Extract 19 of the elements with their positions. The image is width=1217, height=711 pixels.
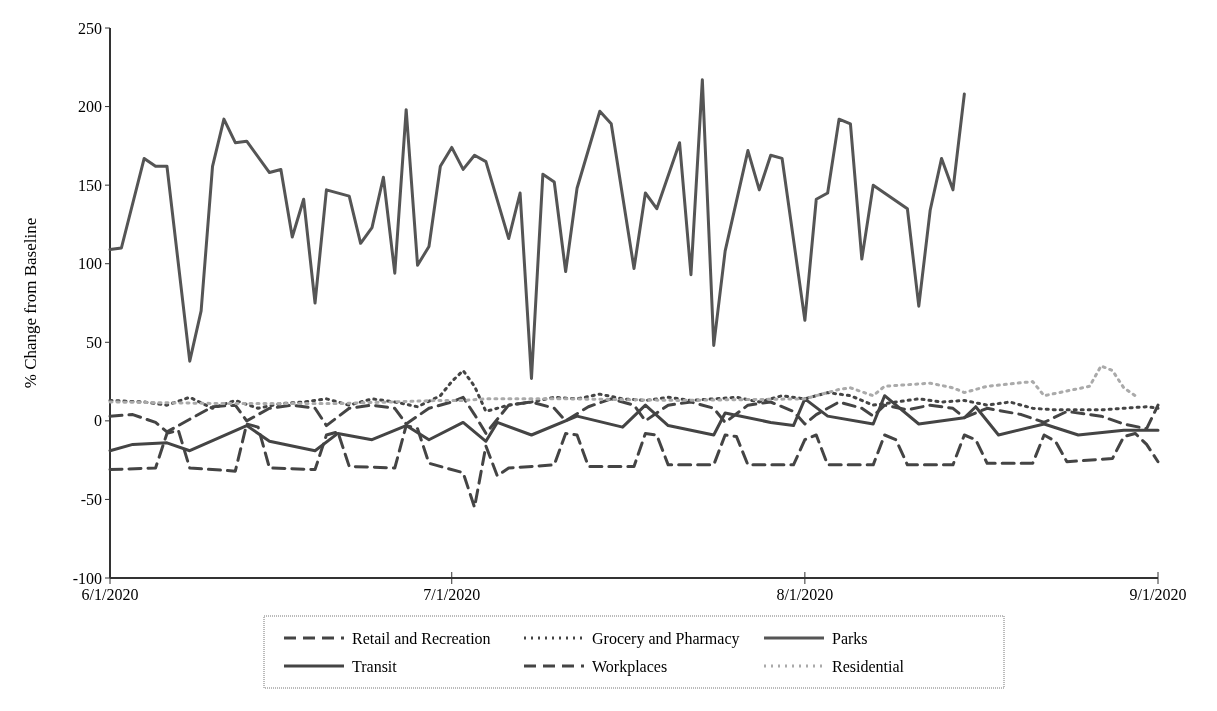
x-tick-label: 8/1/2020 [776, 586, 834, 603]
y-tick-label: -100 [72, 569, 102, 587]
y-tick-label: -50 [80, 491, 102, 509]
y-tick-label: 150 [78, 176, 102, 194]
legend-label: Grocery and Pharmacy [592, 629, 740, 648]
x-tick-label: 7/1/2020 [423, 586, 481, 603]
legend-label: Residential [832, 657, 905, 675]
legend-label: Transit [352, 657, 398, 675]
y-tick-label: 250 [78, 19, 102, 37]
legend-label: Parks [832, 629, 868, 647]
x-tick-label: 6/1/2020 [81, 586, 139, 603]
x-tick-label: 9/1/2020 [1129, 586, 1187, 603]
legend-label: Workplaces [592, 657, 668, 676]
y-tick-label: 50 [86, 333, 102, 351]
y-tick-label: 200 [78, 98, 102, 116]
legend-label: Retail and Recreation [352, 629, 491, 647]
y-tick-label: 100 [78, 255, 102, 273]
y-tick-label: 0 [94, 412, 102, 430]
y-axis-title: % Change from Baseline [21, 217, 40, 389]
